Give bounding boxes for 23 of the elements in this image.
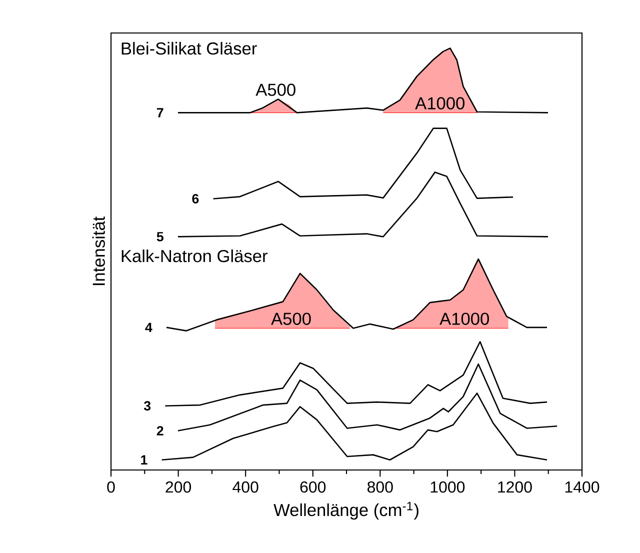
series-label: 5 (156, 232, 164, 242)
x-tick-label: 800 (367, 481, 393, 493)
x-axis-title: Wellenlänge (cm$^{-1}$) (274, 502, 418, 520)
x-tick-label: 1400 (565, 481, 600, 493)
series-label: 2 (156, 426, 164, 436)
series-label: 3 (144, 401, 151, 411)
series-label: A500 (271, 312, 311, 325)
x-tick-label: 1200 (498, 481, 532, 493)
series-label: 4 (145, 322, 152, 332)
x-tick-label: 400 (232, 481, 258, 493)
annotation: Blei-Silikat Gläser (122, 42, 257, 55)
series-label: 1 (141, 455, 148, 464)
series-label: 6 (192, 194, 199, 204)
series-label: 7 (156, 108, 164, 118)
series-label: A1000 (415, 97, 464, 110)
series-label: A1000 (440, 312, 489, 325)
annotation: Kalk-Natron Gläser (122, 249, 268, 262)
x-tick-label: 200 (166, 481, 192, 493)
x-tick-label: 0 (107, 481, 115, 493)
x-tick-label: 600 (300, 481, 326, 493)
x-tick-label: 1000 (430, 481, 465, 493)
y-axis-title: Intensität (92, 216, 105, 286)
series-label: A500 (256, 84, 296, 96)
